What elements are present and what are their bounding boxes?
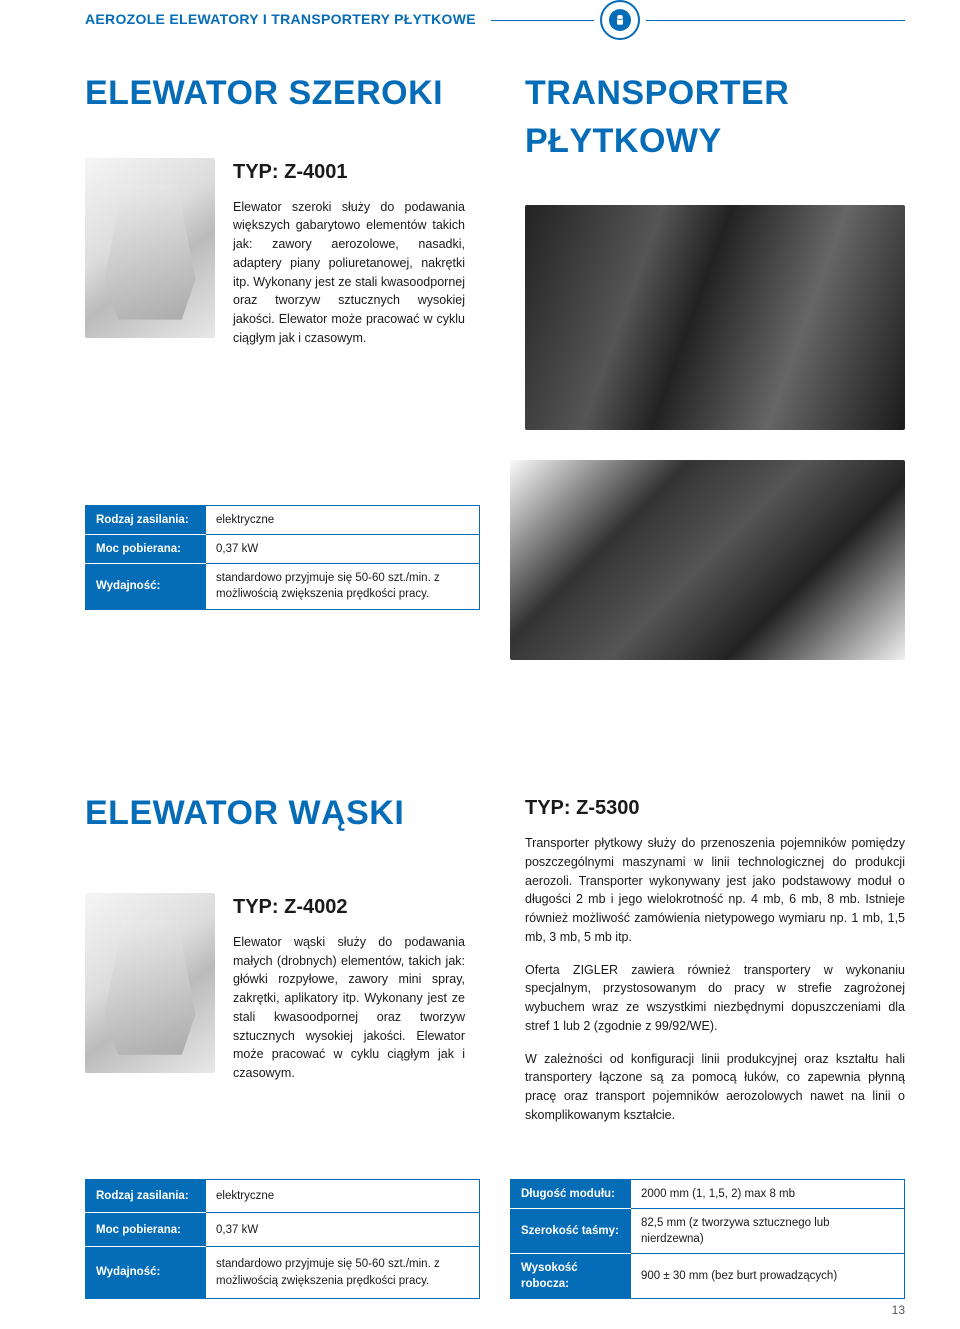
spec-value: 0,37 kW xyxy=(206,1213,480,1247)
conveyor-image-middle xyxy=(510,460,905,660)
table-row: Szerokość taśmy: 82,5 mm (z tworzywa szt… xyxy=(511,1208,905,1253)
elevator-wide-type: TYP: Z-4001 xyxy=(233,158,465,186)
category-label: AEROZOLE ELEWATORY I TRANSPORTERY PŁYTKO… xyxy=(85,10,491,30)
table-row: Rodzaj zasilania: elektryczne xyxy=(86,1179,480,1213)
conveyor-type: TYP: Z-5300 xyxy=(525,794,905,822)
table-row: Wydajność: standardowo przyjmuje się 50-… xyxy=(86,564,480,609)
table-row: Moc pobierana: 0,37 kW xyxy=(86,535,480,564)
spec-table-conveyor: Długość modułu: 2000 mm (1, 1,5, 2) max … xyxy=(510,1179,905,1299)
conveyor-desc-p3: W zależności od konfiguracji linii produ… xyxy=(525,1050,905,1125)
spec-value: 900 ± 30 mm (bez burt prowadzących) xyxy=(631,1253,905,1298)
spec-value: elektryczne xyxy=(206,506,480,535)
elevator-narrow-type: TYP: Z-4002 xyxy=(233,893,465,921)
elevator-narrow-title: ELEWATOR WĄSKI xyxy=(85,790,465,838)
spec-value: standardowo przyjmuje się 50-60 szt./min… xyxy=(206,1246,480,1298)
spec-label: Długość modułu: xyxy=(511,1179,631,1208)
elevator-wide-desc: Elewator szeroki służy do podawania więk… xyxy=(233,198,465,348)
table-row: Wysokość robocza: 900 ± 30 mm (bez burt … xyxy=(511,1253,905,1298)
spec-label: Szerokość taśmy: xyxy=(511,1208,631,1253)
elevator-wide-title: ELEWATOR SZEROKI xyxy=(85,70,465,118)
conveyor-title: TRANSPORTER PŁYTKOWY xyxy=(525,70,905,165)
spec-table-elevator-narrow: Rodzaj zasilania: elektryczne Moc pobier… xyxy=(85,1179,480,1299)
spec-label: Moc pobierana: xyxy=(86,1213,206,1247)
page-number: 13 xyxy=(892,1302,905,1319)
header-line xyxy=(491,20,594,21)
category-header: AEROZOLE ELEWATORY I TRANSPORTERY PŁYTKO… xyxy=(85,0,905,40)
elevator-narrow-desc: Elewator wąski służy do podawania małych… xyxy=(233,933,465,1083)
spec-value: elektryczne xyxy=(206,1179,480,1213)
table-row: Moc pobierana: 0,37 kW xyxy=(86,1213,480,1247)
elevator-narrow-image xyxy=(85,893,215,1073)
conveyor-desc-p2: Oferta ZIGLER zawiera również transporte… xyxy=(525,961,905,1036)
table-row: Rodzaj zasilania: elektryczne xyxy=(86,506,480,535)
spec-value: standardowo przyjmuje się 50-60 szt./min… xyxy=(206,564,480,609)
conveyor-desc-p1: Transporter płytkowy służy do przenoszen… xyxy=(525,834,905,947)
table-row: Wydajność: standardowo przyjmuje się 50-… xyxy=(86,1246,480,1298)
elevator-wide-image xyxy=(85,158,215,338)
spec-label: Moc pobierana: xyxy=(86,535,206,564)
table-row: Długość modułu: 2000 mm (1, 1,5, 2) max … xyxy=(511,1179,905,1208)
spec-value: 2000 mm (1, 1,5, 2) max 8 mb xyxy=(631,1179,905,1208)
spec-value: 0,37 kW xyxy=(206,535,480,564)
spec-label: Rodzaj zasilania: xyxy=(86,506,206,535)
spec-label: Wydajność: xyxy=(86,564,206,609)
spec-table-elevator-wide: Rodzaj zasilania: elektryczne Moc pobier… xyxy=(85,505,480,609)
spec-label: Wysokość robocza: xyxy=(511,1253,631,1298)
conveyor-image-top xyxy=(525,205,905,430)
spec-label: Wydajność: xyxy=(86,1246,206,1298)
spec-label: Rodzaj zasilania: xyxy=(86,1179,206,1213)
spec-value: 82,5 mm (z tworzywa sztucznego lub nierd… xyxy=(631,1208,905,1253)
category-badge-icon xyxy=(600,0,640,40)
header-line xyxy=(646,20,905,21)
